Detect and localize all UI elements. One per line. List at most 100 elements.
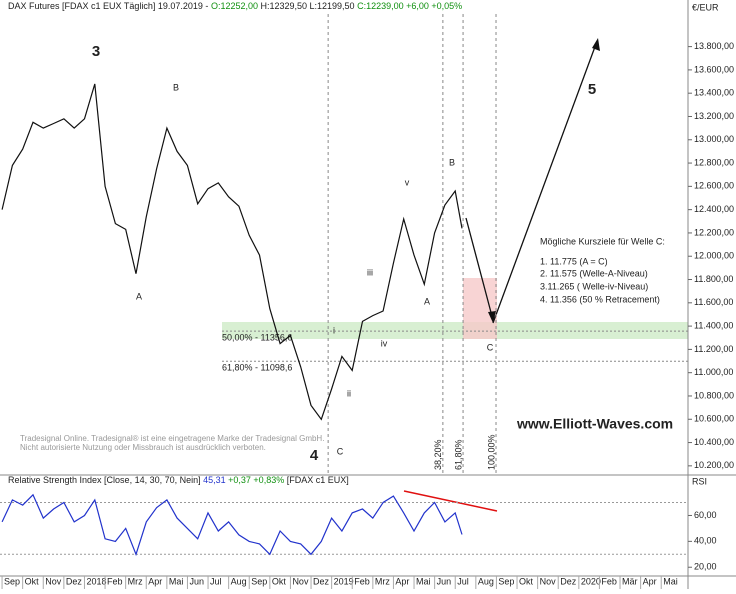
- series-line: [1, 493, 463, 557]
- arrow-5: [492, 43, 597, 324]
- x-tick-label: Mär: [622, 576, 638, 586]
- wave-label: B: [173, 82, 179, 92]
- x-tick-label: Apr: [395, 576, 409, 586]
- y-tick-label: 13.000,00: [694, 134, 734, 144]
- rsi-trendline: [403, 490, 498, 512]
- x-tick-label: Sep: [498, 576, 514, 586]
- y-tick-label: 12.600,00: [694, 181, 734, 191]
- x-tick-label: Nov: [292, 576, 309, 586]
- target: 4. 11.356 (50 % Retracement): [540, 294, 660, 304]
- y-tick-label: 12.000,00: [694, 251, 734, 261]
- x-tick-label: Jun: [437, 576, 452, 586]
- wave-label: iv: [381, 338, 388, 348]
- series-line: [1, 83, 463, 421]
- title-part: O:12252,00: [211, 1, 258, 11]
- x-tick-label: Aug: [478, 576, 494, 586]
- target: 2. 11.575 (Welle-A-Niveau): [540, 268, 648, 278]
- y-tick-label: 10.800,00: [694, 390, 734, 400]
- panel-title: Relative Strength Index [Close, 14, 30, …: [8, 475, 349, 485]
- wave-label: v: [405, 177, 410, 187]
- y-tick-label: 20,00: [694, 562, 717, 572]
- y-tick-label: 13.800,00: [694, 41, 734, 51]
- x-tick-label: Feb: [601, 576, 617, 586]
- arrowhead: [592, 38, 600, 51]
- wave-label: C: [337, 446, 344, 456]
- time-label: 100,00%: [486, 434, 496, 470]
- y-tick-label: 12.800,00: [694, 157, 734, 167]
- title-part: [FDAX c1 EUX]: [284, 475, 349, 485]
- time-label: 61,80%: [453, 439, 463, 470]
- x-tick-label: Nov: [540, 576, 557, 586]
- x-tick-label: Jul: [457, 576, 469, 586]
- x-tick-label: Sep: [4, 576, 20, 586]
- x-tick-label: Apr: [643, 576, 657, 586]
- targets-title: Mögliche Kursziele für Welle C:: [540, 236, 665, 246]
- title-part: C:12239,00 +6,00 +0,05%: [357, 1, 462, 11]
- y-tick-label: 10.600,00: [694, 414, 734, 424]
- wave-label: A: [424, 296, 430, 306]
- x-tick-label: Okt: [272, 576, 287, 586]
- title-part: +0,37 +0,83%: [226, 475, 285, 485]
- target: 3.11.265 ( Welle-iv-Niveau): [540, 281, 648, 291]
- y-axis-label: RSI: [692, 476, 707, 486]
- x-tick-label: Sep: [251, 576, 267, 586]
- wave-label: A: [136, 291, 142, 301]
- notice: Nicht autorisierte Nutzung oder Missbrau…: [20, 443, 266, 452]
- x-tick-label: 2019: [334, 576, 354, 586]
- y-tick-label: 11.200,00: [694, 344, 733, 354]
- title-part: 45,31: [203, 475, 226, 485]
- fib-label: 61,80% - 11098,6: [222, 363, 292, 373]
- x-tick-label: Feb: [354, 576, 370, 586]
- x-tick-label: 2020: [581, 576, 601, 586]
- x-tick-label: Mrz: [128, 576, 143, 586]
- wave-label: 3: [92, 43, 100, 60]
- x-tick-label: Mai: [169, 576, 184, 586]
- x-tick-label: Okt: [25, 576, 40, 586]
- arrow-c: [465, 217, 494, 321]
- y-tick-label: 60,00: [694, 510, 717, 520]
- y-tick-label: 13.200,00: [694, 111, 734, 121]
- target: 1. 11.775 (A = C): [540, 256, 608, 266]
- y-tick-label: 12.400,00: [694, 204, 734, 214]
- x-tick-label: Aug: [231, 576, 247, 586]
- wave-label: B: [449, 157, 455, 167]
- y-tick-label: 10.400,00: [694, 437, 734, 447]
- wave-label: ii: [347, 388, 351, 398]
- y-tick-label: 13.400,00: [694, 88, 734, 98]
- time-label: 38,20%: [433, 439, 443, 470]
- x-tick-label: Mai: [663, 576, 678, 586]
- x-tick-label: Nov: [45, 576, 62, 586]
- wave-label: 4: [310, 447, 319, 464]
- title-part: DAX Futures [FDAX c1 EUX Täglich] 19.07.…: [8, 1, 211, 11]
- x-tick-label: Apr: [148, 576, 162, 586]
- y-tick-label: 10.200,00: [694, 460, 734, 470]
- website: www.Elliott-Waves.com: [516, 416, 673, 432]
- y-tick-label: 11.800,00: [694, 274, 733, 284]
- y-axis-label: €/EUR: [692, 2, 719, 12]
- x-tick-label: Jun: [189, 576, 204, 586]
- x-tick-label: 2018: [86, 576, 106, 586]
- y-tick-label: 11.600,00: [694, 297, 733, 307]
- wave-label: i: [333, 325, 335, 335]
- x-tick-label: Okt: [519, 576, 534, 586]
- x-tick-label: Dez: [560, 576, 577, 586]
- arrowhead: [488, 311, 496, 323]
- title-part: Relative Strength Index [Close, 14, 30, …: [8, 475, 203, 485]
- y-tick-label: 12.200,00: [694, 227, 734, 237]
- wave-label: 5: [588, 81, 596, 98]
- title-part: H:12329,50 L:12199,50: [258, 1, 357, 11]
- x-tick-label: Dez: [66, 576, 83, 586]
- y-tick-label: 11.000,00: [694, 367, 733, 377]
- x-tick-label: Mrz: [375, 576, 390, 586]
- y-tick-label: 40,00: [694, 536, 717, 546]
- panel-title: DAX Futures [FDAX c1 EUX Täglich] 19.07.…: [8, 1, 462, 11]
- wave-label: iii: [367, 267, 373, 277]
- wave-label: C: [487, 342, 494, 352]
- notice: Tradesignal Online. Tradesignal® ist ein…: [20, 434, 324, 443]
- x-tick-label: Mai: [416, 576, 431, 586]
- x-tick-label: Dez: [313, 576, 330, 586]
- target-box: [463, 278, 497, 339]
- fib-label: 50,00% - 11356,6: [222, 333, 292, 343]
